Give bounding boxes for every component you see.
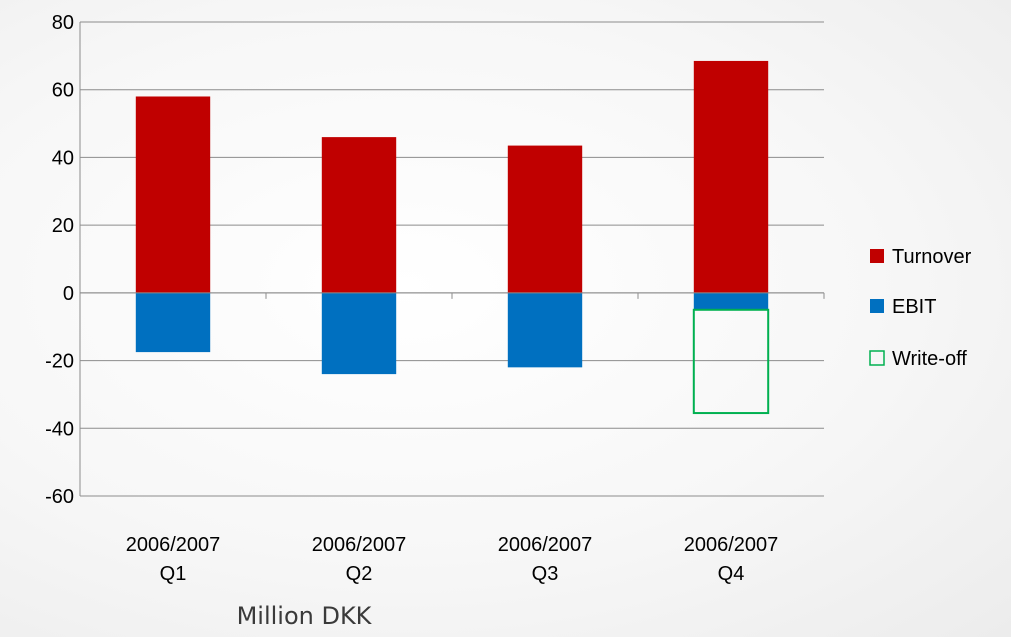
legend-label: Write-off <box>892 348 967 370</box>
x-tick-label: 2006/2007 Q4 <box>684 534 779 585</box>
legend-swatch <box>869 350 885 366</box>
legend-label: Turnover <box>892 246 972 268</box>
y-tick-label: 60 <box>52 80 74 102</box>
bar-ebit <box>693 292 769 310</box>
y-tick-label: -40 <box>45 418 74 440</box>
bar-turnover <box>507 145 583 293</box>
y-tick-label: -20 <box>45 351 74 373</box>
bar-write-off <box>692 308 770 415</box>
bar-ebit <box>507 292 583 368</box>
bar-turnover <box>693 60 769 293</box>
legend: Turnover EBIT Write-off <box>869 246 972 370</box>
x-tick-labels: 2006/2007 Q1 2006/2007 Q2 2006/2007 Q3 2006/20… <box>126 534 779 585</box>
legend-item-write-off: Write-off <box>869 348 967 370</box>
x-tick-label: 2006/2007 Q1 <box>126 534 221 585</box>
bar-turnover <box>321 137 397 293</box>
y-tick-labels: -60 -40 -20 0 20 40 60 80 <box>45 12 74 508</box>
x-tick-label: 2006/2007 Q2 <box>312 534 407 585</box>
x-tick-label: 2006/2007 Q3 <box>498 534 593 585</box>
bar-ebit <box>135 292 211 353</box>
legend-swatch <box>870 299 884 313</box>
legend-swatch <box>870 249 884 263</box>
bars <box>135 60 770 415</box>
y-tick-label: 20 <box>52 215 74 237</box>
legend-item-turnover: Turnover <box>870 246 972 268</box>
bar-ebit <box>321 292 397 375</box>
legend-item-ebit: EBIT <box>870 296 936 318</box>
bar-turnover <box>135 96 211 293</box>
y-tick-label: 80 <box>52 12 74 34</box>
legend-label: EBIT <box>892 296 936 318</box>
y-tick-label: 0 <box>63 283 74 305</box>
y-tick-label: 40 <box>52 147 74 169</box>
axes <box>79 22 825 496</box>
y-tick-label: -60 <box>45 486 74 508</box>
x-axis-title: Million DKK <box>237 602 373 630</box>
